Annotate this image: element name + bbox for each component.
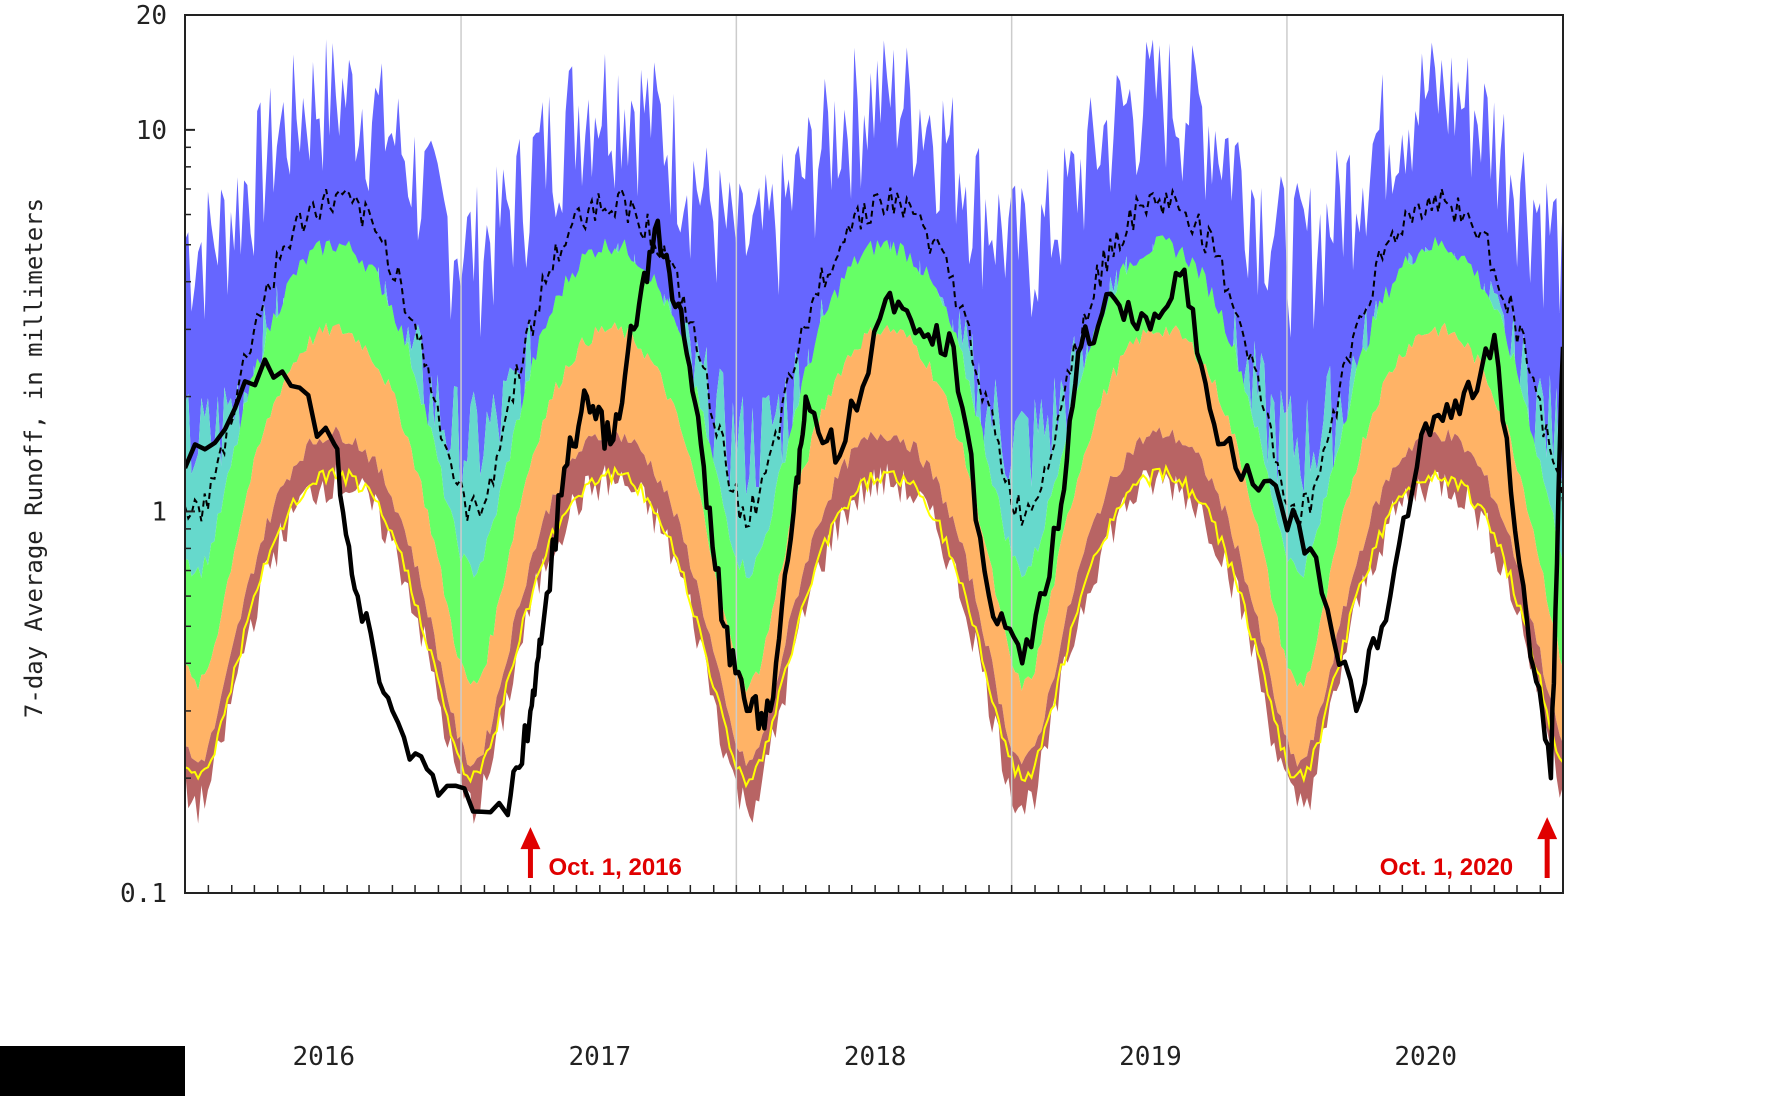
x-tick-label: 2018 [844,1042,907,1072]
annotations: Oct. 1, 2016 Oct. 1, 2020 [520,817,1558,881]
x-tick-label: 2019 [1119,1042,1182,1072]
x-tick-label: 2017 [569,1042,632,1072]
year-dividers [460,15,1288,893]
y-tick-label: 20 [136,1,167,31]
band-p25 [185,322,1563,767]
y-axis-ticks: 20 10 1 0.1 [120,1,195,909]
plot-frame [184,14,1564,894]
x-tick-label: 2016 [292,1042,355,1072]
x-tick-label: 2020 [1394,1042,1457,1072]
y-tick-label: 1 [151,497,167,527]
y-tick-label: 0.1 [120,879,167,909]
x-axis-ticks: 2016 2017 2018 2019 2020 [184,885,1564,1072]
annotation-label: Oct. 1, 2016 [548,854,681,881]
median-line [185,187,1563,529]
low-percentile-line [185,463,1563,789]
usgs-logo [0,1046,185,1096]
band-p10 [185,426,1563,824]
percentile-bands [185,39,1563,824]
band-p75 [185,235,1563,693]
observed-line [185,218,1563,818]
annotation-arrow-head [1537,817,1558,840]
observed-runoff-line [185,218,1563,818]
y-tick-label: 10 [136,116,167,146]
annotation-label: Oct. 1, 2020 [1380,854,1513,881]
annotation-arrow-head [520,827,541,850]
y-axis-label: 7-day Average Runoff, in millimeters [20,198,48,718]
